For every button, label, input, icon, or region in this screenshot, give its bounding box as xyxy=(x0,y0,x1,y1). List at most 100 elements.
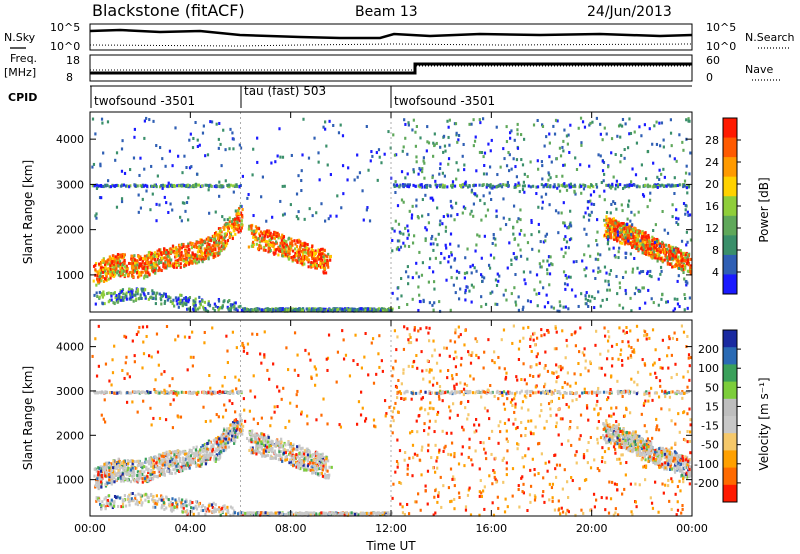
echo-cell xyxy=(228,147,231,151)
echo-cell xyxy=(324,219,327,223)
echo-cell xyxy=(389,309,392,313)
echo-cell xyxy=(231,421,235,425)
echo-cell xyxy=(133,293,136,297)
echo-cell xyxy=(267,244,271,248)
echo-cell xyxy=(150,259,153,263)
echo-cell xyxy=(470,300,473,304)
echo-cell xyxy=(105,274,108,278)
echo-cell xyxy=(359,309,362,313)
echo-cell xyxy=(144,296,147,300)
echo-cell xyxy=(478,183,481,187)
echo-cell xyxy=(99,162,102,166)
echo-cell xyxy=(93,474,96,478)
echo-cell xyxy=(682,271,685,275)
echo-cell xyxy=(671,203,674,207)
echo-cell xyxy=(119,274,122,278)
echo-cell xyxy=(568,223,572,227)
echo-cell xyxy=(125,473,128,477)
echo-cell xyxy=(519,248,522,252)
echo-cell xyxy=(685,230,688,234)
echo-cell xyxy=(96,294,99,298)
echo-cell xyxy=(634,246,638,250)
echo-cell xyxy=(367,168,370,172)
echo-cell xyxy=(597,270,600,274)
echo-cell xyxy=(188,460,191,464)
echo-cell xyxy=(508,217,511,221)
echo-cell xyxy=(540,195,543,199)
echo-cell xyxy=(655,142,659,146)
echo-cell xyxy=(173,453,176,457)
echo-cell xyxy=(91,184,94,188)
echo-cell xyxy=(627,199,631,203)
echo-cell xyxy=(160,256,163,260)
echo-cell xyxy=(94,483,97,487)
echo-cell xyxy=(178,457,182,461)
echo-cell xyxy=(208,236,211,240)
echo-cell xyxy=(631,240,634,244)
echo-cell xyxy=(661,240,664,244)
echo-cell xyxy=(227,222,230,226)
echo-cell xyxy=(100,483,103,487)
echo-cell xyxy=(685,253,689,257)
echo-cell xyxy=(145,116,148,120)
echo-cell xyxy=(323,263,326,267)
echo-cell xyxy=(317,151,320,155)
echo-cell xyxy=(233,301,236,305)
echo-cell xyxy=(253,229,256,233)
echo-cell xyxy=(556,119,559,123)
echo-cell xyxy=(149,477,152,481)
echo-cell xyxy=(444,225,448,229)
echo-cell xyxy=(171,464,174,468)
echo-cell xyxy=(541,177,544,181)
echo-cell xyxy=(296,250,299,254)
echo-cell xyxy=(410,216,413,220)
echo-cell xyxy=(287,247,290,251)
echo-cell xyxy=(121,267,124,271)
echo-cell xyxy=(184,209,187,213)
echo-cell xyxy=(114,158,117,162)
echo-cell xyxy=(431,196,434,200)
echo-cell xyxy=(221,447,224,451)
echo-cell xyxy=(407,282,410,286)
echo-cell xyxy=(270,234,274,238)
echo-cell xyxy=(407,275,410,279)
echo-cell xyxy=(102,260,105,264)
echo-cell xyxy=(569,185,572,189)
echo-cell xyxy=(177,249,181,253)
echo-cell xyxy=(277,236,280,240)
echo-cell xyxy=(164,457,167,461)
echo-cell xyxy=(589,193,593,197)
echo-cell xyxy=(421,170,424,174)
echo-cell xyxy=(396,183,399,187)
echo-cell xyxy=(658,246,661,250)
echo-cell xyxy=(227,431,230,435)
echo-cell xyxy=(289,241,292,245)
echo-cell xyxy=(151,470,154,474)
echo-cell xyxy=(99,183,103,187)
echo-cell xyxy=(657,303,660,307)
echo-cell xyxy=(677,274,680,278)
echo-cell xyxy=(195,172,199,176)
echo-cell xyxy=(275,240,278,244)
echo-cell xyxy=(223,225,226,229)
echo-cell xyxy=(240,222,243,226)
echo-cell xyxy=(218,185,222,189)
echo-cell xyxy=(612,200,615,204)
echo-cell xyxy=(124,468,127,472)
echo-cell xyxy=(171,244,175,248)
echo-cell xyxy=(414,144,418,148)
echo-cell xyxy=(133,135,136,139)
echo-cell xyxy=(646,149,650,153)
echo-cell xyxy=(168,452,171,456)
echo-cell xyxy=(248,224,251,228)
echo-cell xyxy=(152,474,155,478)
echo-cell xyxy=(301,253,305,257)
echo-cell xyxy=(168,149,172,153)
echo-cell xyxy=(605,132,608,136)
echo-cell xyxy=(295,245,299,249)
echo-cell xyxy=(142,287,145,291)
echo-cell xyxy=(626,237,629,241)
echo-cell xyxy=(404,176,407,180)
echo-cell xyxy=(191,261,194,265)
echo-cell xyxy=(160,259,163,263)
